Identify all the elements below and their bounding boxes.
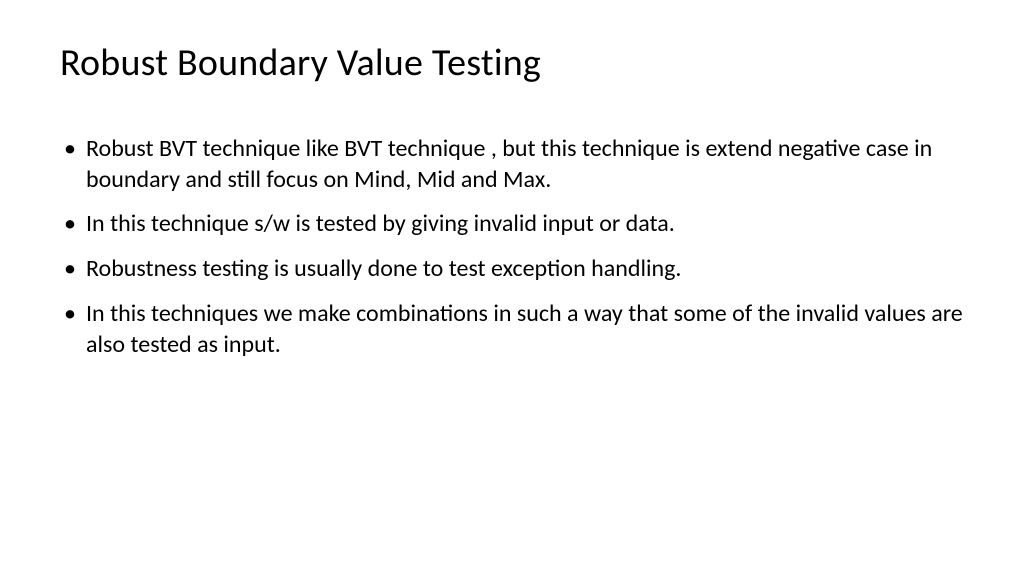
list-item: Robust BVT technique like BVT technique …	[60, 134, 964, 195]
list-item: Robustness testing is usually done to te…	[60, 254, 964, 285]
bullet-list: Robust BVT technique like BVT technique …	[60, 134, 964, 360]
list-item: In this techniques we make combinations …	[60, 299, 964, 360]
list-item: In this technique s/w is tested by givin…	[60, 209, 964, 240]
slide-title: Robust Boundary Value Testing	[60, 40, 964, 86]
